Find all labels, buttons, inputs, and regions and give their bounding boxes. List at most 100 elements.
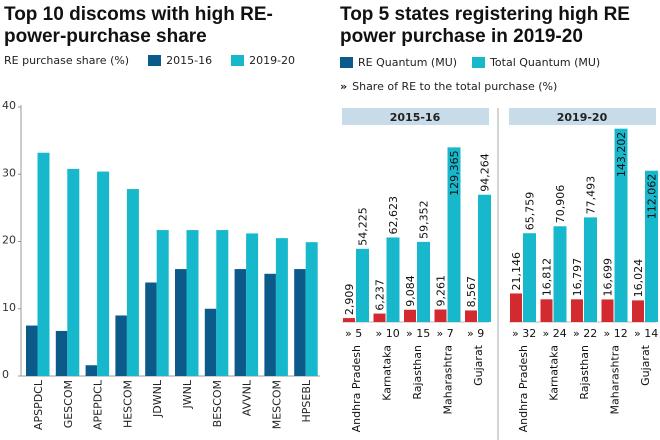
bar-2015-16 [55, 330, 68, 376]
total-value-label: 143,202 [615, 132, 628, 178]
total-value-label: 65,759 [524, 192, 537, 231]
total-value-label: 62,623 [387, 196, 400, 235]
bar-2019-20 [97, 171, 110, 376]
share-label: » 15 [406, 327, 430, 340]
bar-2019-20 [305, 242, 318, 376]
re-value-label: 8,567 [465, 276, 478, 308]
double-chevron-icon: » [340, 80, 348, 93]
state-label: Maharashtra [609, 345, 622, 415]
bar-2015-16 [145, 282, 157, 376]
y-tick-label: 40 [2, 99, 16, 112]
bar-2019-20 [67, 168, 80, 376]
state-label: Maharashtra [442, 345, 455, 415]
panel-header [342, 108, 489, 125]
legend-label-2019-20: 2019-20 [249, 54, 296, 67]
re-value-label: 16,699 [602, 258, 615, 297]
bar-re-quantum [571, 299, 583, 322]
bar-re-quantum [373, 313, 386, 322]
state-label: Gujarat [472, 344, 485, 386]
re-value-label: 16,024 [632, 259, 645, 298]
share-label: » 22 [573, 327, 597, 340]
bar-2019-20 [156, 230, 169, 376]
legend-label-total: Total Quantum (MU) [490, 56, 601, 69]
x-tick-label: GESCOM [62, 380, 75, 428]
y-tick-label: 0 [2, 368, 9, 381]
share-label: » 9 [467, 327, 484, 340]
bar-total-quantum [386, 237, 400, 322]
bar-re-quantum [434, 309, 447, 322]
bar-2015-16 [264, 273, 276, 376]
x-tick-label: AVVNL [241, 379, 254, 416]
bar-2015-16 [26, 325, 38, 376]
bar-total-quantum [447, 147, 461, 322]
bar-2019-20 [216, 230, 229, 376]
x-tick-label: JDWNL [151, 379, 164, 418]
re-value-label: 16,812 [541, 258, 554, 297]
state-label: Rajasthan [578, 345, 591, 400]
total-value-label: 94,264 [479, 153, 492, 192]
bar-total-quantum [645, 170, 658, 322]
bar-re-quantum [404, 309, 416, 322]
re-value-label: 9,261 [435, 275, 448, 307]
bar-total-quantum [417, 241, 430, 322]
share-legend: » Share of RE to the total purchase (%) [340, 80, 557, 93]
re-value-label: 9,084 [404, 275, 417, 307]
bar-re-quantum [510, 293, 522, 322]
state-label: Gujarat [639, 344, 652, 386]
y-tick-label: 20 [2, 234, 16, 247]
bar-2019-20 [186, 230, 199, 376]
x-tick-label: HESCOM [121, 380, 134, 428]
legend-swatch-re [340, 57, 353, 68]
re-value-label: 16,797 [571, 258, 584, 297]
total-value-label: 70,906 [554, 185, 567, 224]
share-label: » 7 [437, 327, 454, 340]
bar-re-quantum [465, 310, 477, 322]
share-label: » 10 [376, 327, 400, 340]
bar-2015-16 [204, 308, 217, 376]
state-label: Karnataka [381, 345, 394, 401]
bar-total-quantum [523, 233, 536, 322]
x-tick-label: BESCOM [211, 380, 224, 427]
left-legend: RE purchase share (%) 2015-16 2019-20 [4, 54, 295, 67]
total-value-label: 129,365 [448, 150, 461, 196]
bar-2015-16 [85, 365, 98, 376]
y-axis-label: RE purchase share (%) [4, 54, 130, 67]
bar-re-quantum [601, 299, 614, 322]
bar-2015-16 [115, 315, 127, 376]
x-tick-label: APSPDCL [32, 379, 45, 430]
legend-swatch-2015-16 [148, 55, 162, 66]
bar-re-quantum [540, 299, 553, 322]
right-legend: RE Quantum (MU) Total Quantum (MU) [340, 56, 600, 69]
right-chart-title: Top 5 states registering high RE power p… [340, 4, 630, 47]
bar-total-quantum [553, 226, 567, 322]
state-label: Rajasthan [411, 345, 424, 400]
re-value-label: 21,146 [510, 252, 523, 291]
share-label: » 14 [634, 327, 658, 340]
bar-re-quantum [343, 318, 355, 322]
share-label: » 5 [345, 327, 362, 340]
bar-2015-16 [294, 269, 306, 376]
share-label: » 12 [604, 327, 628, 340]
x-tick-label: HPSEBL [300, 379, 313, 422]
state-label: Karnataka [548, 345, 561, 401]
bar-re-quantum [632, 300, 644, 322]
panel-header [509, 108, 656, 125]
state-label: Andhra Pradesh [350, 345, 363, 432]
panel-header-label: 2015-16 [390, 111, 441, 124]
legend-label-2015-16: 2015-16 [166, 54, 213, 67]
state-label: Andhra Pradesh [517, 345, 530, 432]
bar-2019-20 [37, 152, 50, 376]
left-chart-title: Top 10 discoms with high RE-power-purcha… [4, 4, 273, 47]
share-label: » 24 [543, 327, 567, 340]
total-value-label: 54,225 [357, 207, 370, 246]
re-value-label: 6,237 [374, 279, 387, 311]
total-value-label: 112,062 [646, 174, 659, 220]
y-tick-label: 10 [2, 301, 16, 314]
bar-total-quantum [584, 217, 597, 322]
bar-total-quantum [478, 194, 491, 322]
legend-label-re: RE Quantum (MU) [358, 56, 458, 69]
bar-2015-16 [234, 269, 247, 376]
x-tick-label: JWNL [181, 379, 194, 409]
